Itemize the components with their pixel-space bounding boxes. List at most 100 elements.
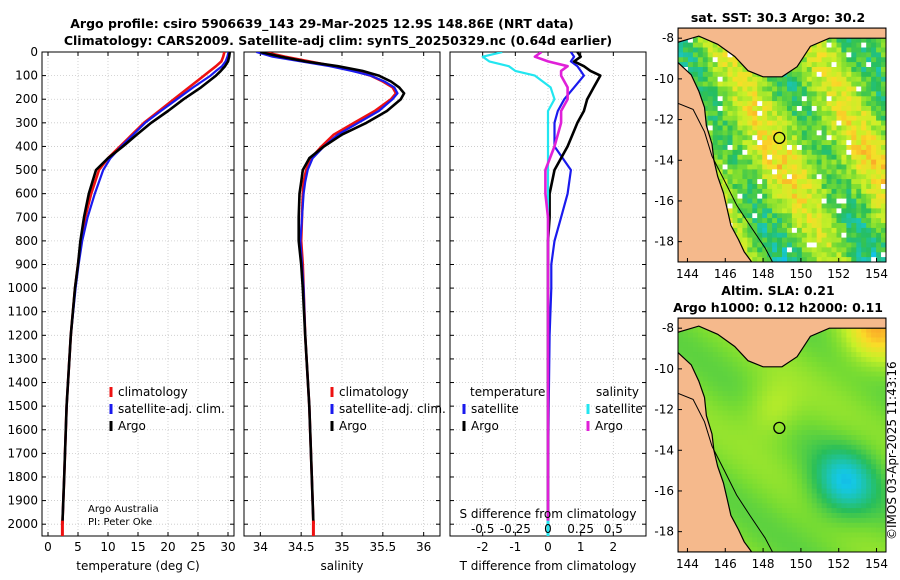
map-cell [796, 430, 803, 436]
map-cell [871, 81, 877, 88]
map-cell [831, 96, 838, 102]
map-cell [747, 483, 753, 490]
map-cell [856, 405, 862, 412]
sla-map-title-line2: Argo h1000: 0.12 h2000: 0.11 [673, 300, 883, 315]
map-cell [787, 193, 793, 200]
map-cell [791, 444, 798, 451]
map-cell [702, 81, 709, 88]
map-cell [881, 120, 886, 127]
map-cell [851, 232, 857, 239]
map-cell [866, 149, 872, 156]
map-cell [742, 459, 748, 465]
map-cell [737, 198, 743, 205]
map-cell [881, 81, 886, 88]
map-cell [782, 203, 788, 209]
map-cell [801, 508, 808, 514]
map-cell [826, 396, 833, 402]
map-cell [796, 223, 803, 229]
map-cell [727, 386, 734, 392]
map-cell [811, 125, 818, 131]
map-cell [836, 425, 843, 431]
map-cell [861, 130, 867, 136]
map-cell [836, 517, 843, 524]
map-cell [881, 52, 886, 58]
map-cell [831, 464, 838, 470]
map-cell [846, 96, 852, 102]
map-cell [747, 184, 753, 190]
map-cell [821, 179, 828, 185]
map-cell [826, 420, 833, 426]
map-cell [836, 527, 843, 534]
map-cell [811, 120, 818, 127]
map-cell [866, 193, 872, 200]
map-cell [841, 449, 847, 456]
y-tick-label: 1400 [7, 376, 38, 390]
map-cell [841, 352, 847, 358]
map-cell [782, 154, 788, 161]
map-cell [772, 174, 778, 180]
map-cell [816, 169, 823, 175]
map-cell [742, 498, 748, 504]
map-cell [791, 415, 798, 421]
map-cell [712, 420, 719, 426]
map-cell [801, 213, 808, 219]
map-cell [821, 405, 828, 412]
map-cell [787, 227, 793, 234]
map-y-tick-label: -14 [654, 443, 674, 457]
map-cell [752, 459, 758, 465]
map-cell [752, 488, 758, 495]
map-cell [757, 513, 763, 519]
map-cell [767, 188, 773, 195]
map-cell [856, 91, 862, 97]
map-cell [772, 257, 778, 262]
map-cell [787, 218, 793, 224]
map-cell [762, 110, 768, 117]
map-cell [846, 342, 852, 348]
map-cell [871, 86, 877, 92]
map-cell [801, 405, 808, 412]
map-cell [732, 188, 739, 195]
map-cell [782, 542, 788, 548]
map-cell [856, 145, 862, 151]
y-tick-label: 900 [15, 257, 38, 271]
map-cell [722, 188, 729, 195]
map-cell [767, 96, 773, 102]
map-cell [881, 106, 886, 112]
map-cell [881, 125, 886, 131]
map-cell [836, 247, 843, 253]
map-cell [871, 405, 877, 412]
map-cell [777, 459, 783, 465]
map-cell [747, 532, 753, 538]
map-cell [821, 478, 828, 485]
map-cell [821, 174, 828, 180]
map-cell [851, 449, 857, 456]
map-cell [826, 391, 833, 397]
map-cell [846, 203, 852, 209]
map-cell [787, 474, 793, 480]
map-cell [762, 159, 768, 166]
map-cell [737, 188, 743, 195]
map-cell [821, 91, 828, 97]
map-cell [752, 218, 758, 224]
map-cell [722, 410, 729, 417]
map-cell [866, 493, 872, 499]
map-cell [821, 193, 828, 200]
map-cell [866, 464, 872, 470]
map-cell [871, 188, 877, 195]
map-cell [821, 483, 828, 490]
map-cell [816, 347, 823, 353]
map-cell [846, 62, 852, 68]
map-cell [762, 493, 768, 499]
map-cell [881, 257, 886, 262]
map-cell [861, 42, 867, 49]
map-cell [826, 120, 833, 127]
map-cell [836, 47, 843, 53]
map-cell [826, 57, 833, 63]
map-cell [811, 386, 818, 392]
map-cell [831, 164, 838, 170]
map-cell [801, 247, 808, 253]
y-tick-label: 1000 [7, 281, 38, 295]
map-cell [801, 252, 808, 258]
map-cell [881, 420, 886, 426]
y-tick-label: 1200 [7, 328, 38, 342]
